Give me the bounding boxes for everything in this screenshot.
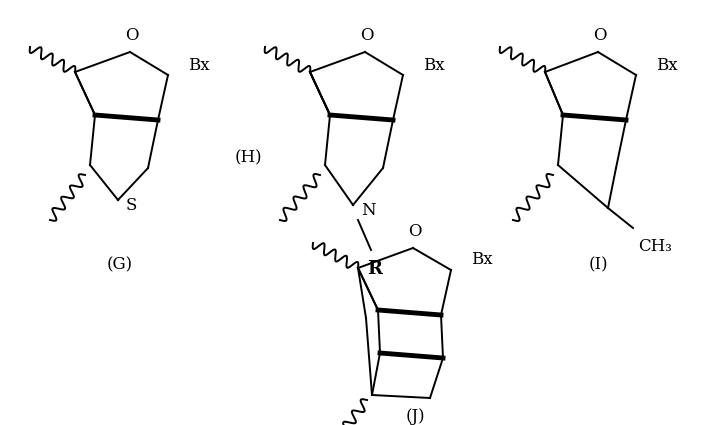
Text: O: O <box>408 223 422 240</box>
Text: O: O <box>594 27 607 44</box>
Text: O: O <box>125 27 139 44</box>
Text: Bx: Bx <box>656 57 677 74</box>
Text: CH₃: CH₃ <box>638 238 672 255</box>
Text: Bx: Bx <box>423 57 445 74</box>
Text: R: R <box>367 260 382 278</box>
Text: (I): (I) <box>589 257 608 274</box>
Text: Bx: Bx <box>471 252 492 269</box>
Text: (G): (G) <box>107 257 133 274</box>
Text: S: S <box>126 196 137 213</box>
Text: (H): (H) <box>234 150 262 167</box>
Text: (J): (J) <box>405 408 425 425</box>
Text: N: N <box>361 201 376 218</box>
Text: O: O <box>360 27 374 44</box>
Text: Bx: Bx <box>188 57 210 74</box>
